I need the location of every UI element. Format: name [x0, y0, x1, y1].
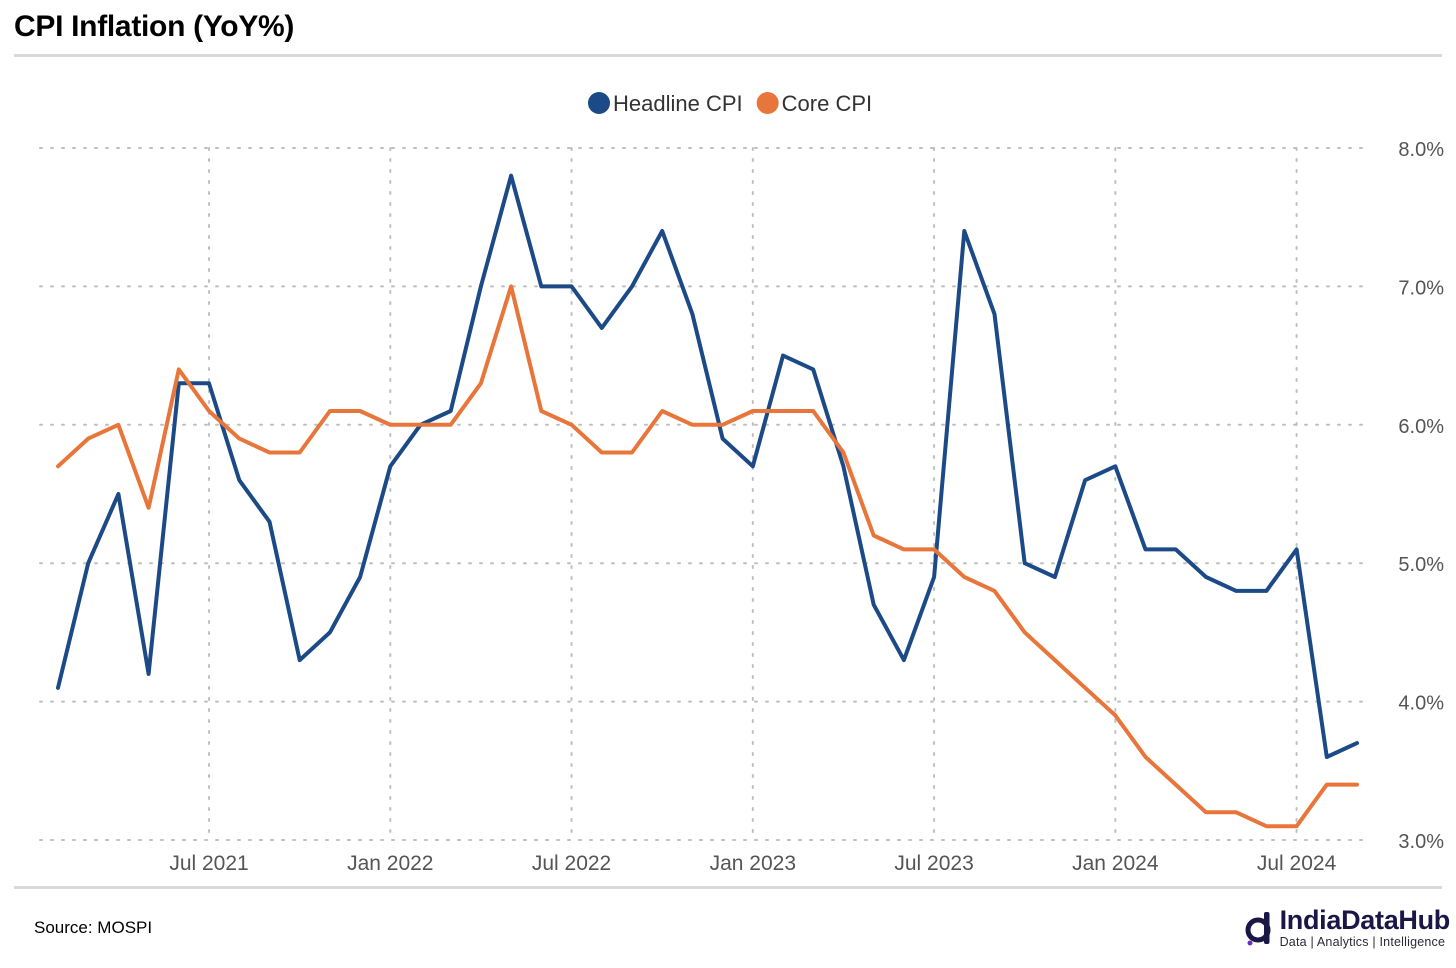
series-lines — [56, 173, 1359, 829]
x-tick-label: Jul 2021 — [169, 852, 248, 875]
legend-marker — [588, 92, 610, 114]
y-tick-label: 7.0% — [1398, 277, 1444, 299]
legend-marker — [756, 92, 779, 114]
x-tick-label: Jul 2022 — [532, 852, 611, 875]
x-tick-label: Jul 2023 — [894, 852, 973, 875]
y-tick-label: 5.0% — [1398, 554, 1444, 576]
x-tick-label: Jan 2024 — [1072, 852, 1159, 875]
gridlines — [39, 147, 1367, 841]
legend-label: Core CPI — [782, 91, 872, 116]
x-tick-label: Jan 2023 — [710, 852, 796, 875]
series-line-core-cpi — [56, 284, 1359, 829]
line-chart: Headline CPI Core CPI 3.0% 4.0% 5.0% 6.0% 7.0… — [39, 91, 1444, 875]
y-tick-label: 4.0% — [1398, 693, 1444, 715]
legend-label: Headline CPI — [613, 91, 743, 116]
brand-mark-icon — [1245, 912, 1271, 946]
series-line-headline-cpi — [56, 173, 1359, 759]
header-divider — [14, 54, 1442, 57]
legend: Headline CPI Core CPI — [588, 91, 872, 116]
brand-logo: IndiaDataHub Data | Analytics | Intellig… — [1244, 906, 1450, 950]
source-note: Source: MOSPI — [34, 918, 153, 937]
y-axis: 3.0% 4.0% 5.0% 6.0% 7.0% 8.0% — [1398, 139, 1444, 853]
footer-divider — [14, 886, 1442, 889]
x-axis: Jul 2021 Jan 2022 Jul 2022 Jan 2023 Jul 2023… — [169, 852, 1336, 875]
chart-title: CPI Inflation (YoY%) — [14, 10, 295, 43]
brand-name: IndiaDataHub — [1279, 905, 1451, 935]
brand-tagline: Data | Analytics | Intelligence — [1279, 935, 1446, 949]
x-tick-label: Jan 2022 — [347, 852, 433, 875]
y-tick-label: 3.0% — [1398, 831, 1444, 853]
x-tick-label: Jul 2024 — [1257, 852, 1337, 875]
y-tick-label: 6.0% — [1398, 416, 1444, 438]
y-tick-label: 8.0% — [1398, 139, 1444, 161]
